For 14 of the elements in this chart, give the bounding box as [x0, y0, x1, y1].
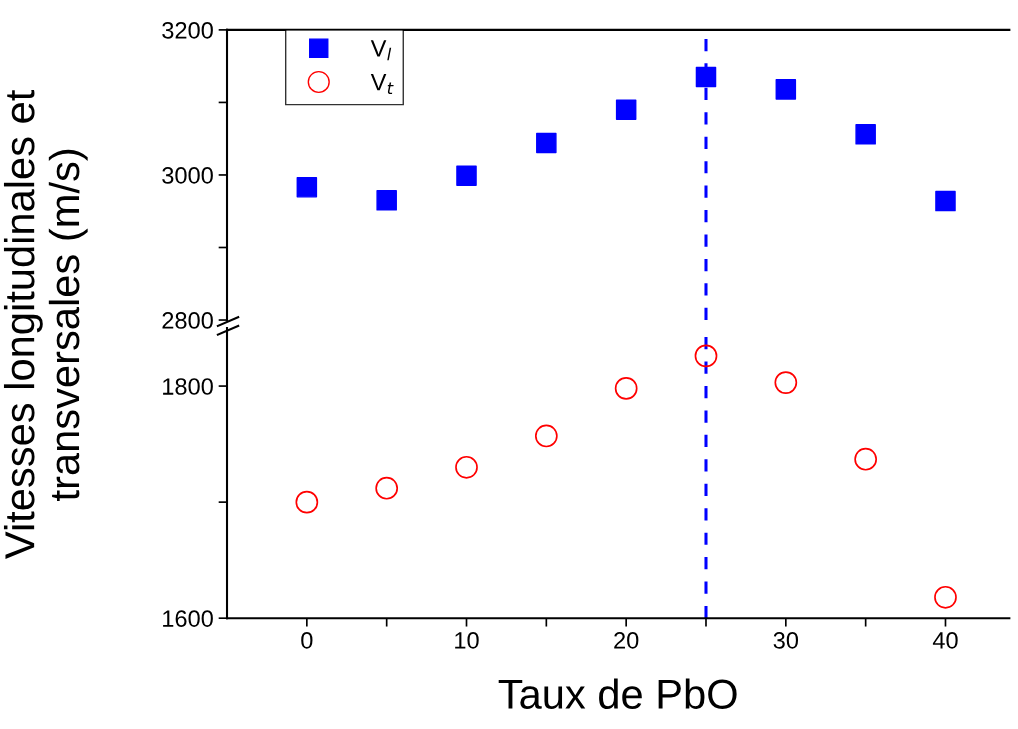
x-tick-label: 20 [614, 632, 639, 649]
y-tick-label: 1800 [163, 378, 213, 395]
legend-label: V$_{t}$ [370, 73, 394, 95]
x-tick-label: 0 [301, 632, 313, 649]
x-axis-title: Taux de PbO [498, 678, 737, 709]
y-tick-label: 3000 [162, 167, 213, 184]
y-tick-label: 3200 [162, 21, 213, 39]
y-tick-label: 1600 [163, 610, 213, 627]
x-tick-label: 40 [932, 632, 958, 649]
legend-label: V$_{l}$ [370, 40, 392, 61]
x-tick-label: 10 [455, 632, 479, 649]
y-tick-label: 2800 [162, 312, 213, 329]
x-tick-label: 30 [773, 632, 799, 649]
y-axis-title: Vitesses longitudinales et transversales (m/s) [3, 89, 88, 559]
